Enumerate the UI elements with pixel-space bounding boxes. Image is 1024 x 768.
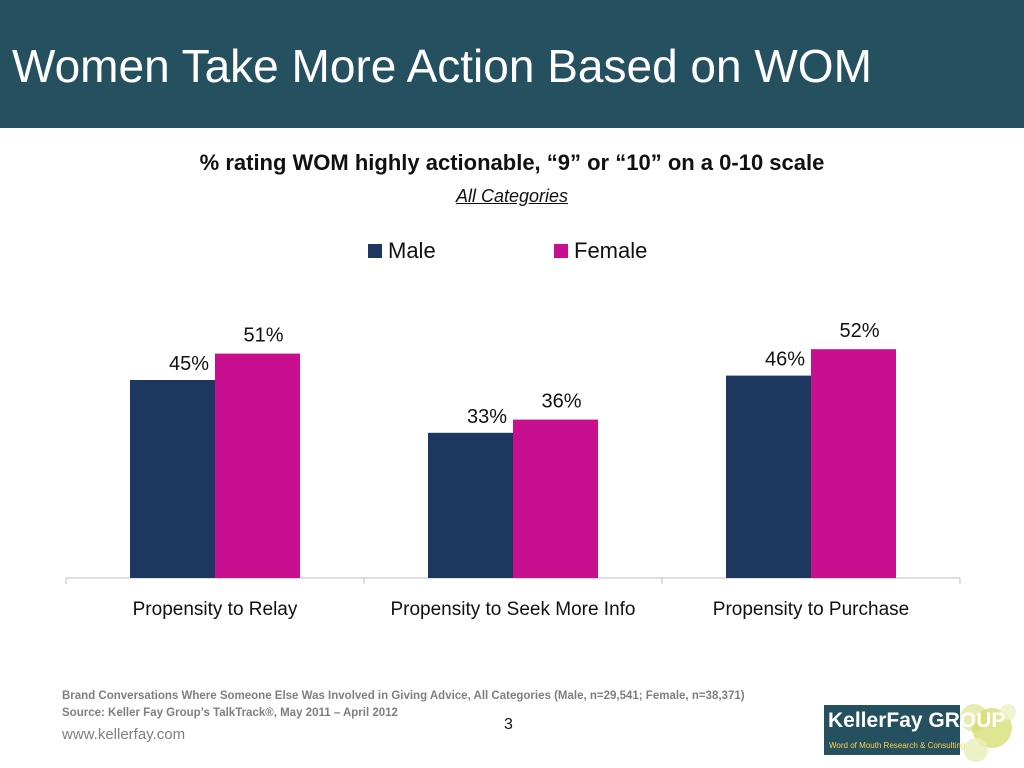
bar-female-2: [513, 419, 598, 578]
title-bar: Women Take More Action Based on WOM: [0, 0, 1024, 128]
logo-main-text: KellerFay GROUP: [828, 709, 1006, 732]
legend-label-female: Female: [574, 238, 648, 263]
bar-female-3: [811, 349, 896, 578]
slide-title: Women Take More Action Based on WOM: [12, 40, 872, 92]
x-tick-label-3: Propensity to Purchase: [713, 599, 909, 620]
bar-male-2: [428, 432, 513, 578]
chart-subtitle: All Categories: [455, 186, 569, 206]
x-tick-label-2: Propensity to Seek More Info: [390, 599, 635, 620]
data-label-female-3: 52%: [839, 320, 879, 342]
page-number: 3: [504, 716, 513, 733]
data-label-male-2: 33%: [467, 406, 507, 428]
chart-title: % rating WOM highly actionable, “9” or “…: [199, 150, 825, 175]
logo-circles-icon: [960, 704, 1016, 762]
footnote-sample: Brand Conversations Where Someone Else W…: [62, 690, 745, 702]
x-tick-label-1: Propensity to Relay: [133, 599, 298, 620]
legend-swatch-male: [368, 244, 382, 258]
legend-swatch-female: [554, 244, 568, 258]
bar-male-3: [726, 375, 811, 578]
bar-male-1: [130, 380, 215, 578]
bar-female-1: [215, 353, 300, 578]
data-label-female-2: 36%: [541, 391, 581, 413]
logo-sub-text: Word of Mouth Research & Consulting: [829, 741, 966, 750]
logo-box: KellerFay GROUP Word of Mouth Research &…: [824, 705, 1005, 755]
data-label-male-3: 46%: [765, 349, 805, 371]
legend-label-male: Male: [388, 238, 436, 263]
website-link[interactable]: www.kellerfay.com: [62, 726, 186, 743]
legend-item-male: Male: [368, 238, 436, 264]
kellerfay-logo: KellerFay GROUP Word of Mouth Research &…: [824, 700, 1024, 768]
legend-item-female: Female: [554, 238, 647, 264]
data-label-male-1: 45%: [169, 353, 209, 375]
footnote-source: Source: Keller Fay Group’s TalkTrack®, M…: [62, 707, 398, 719]
data-label-female-1: 51%: [243, 325, 283, 347]
